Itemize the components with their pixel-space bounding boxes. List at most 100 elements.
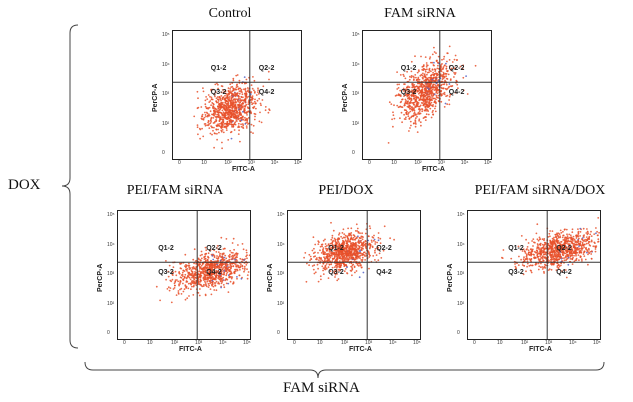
scatter-point [414,96,417,99]
scatter-point [338,232,341,235]
scatter-point [210,276,212,279]
scatter-point [552,263,555,266]
scatter-point [254,102,257,105]
scatter-point [233,272,236,275]
scatter-point [217,128,219,131]
scatter-point [434,80,437,83]
scatter-point [393,238,395,241]
scatter-point [421,66,424,68]
scatter-point [416,85,419,88]
scatter-point [237,106,240,109]
scatter-point [597,240,600,243]
scatter-point [314,243,317,246]
scatter-point [425,113,428,116]
scatter-point [403,75,405,77]
scatter-point [574,251,576,253]
scatter-point [199,276,202,279]
scatter-point [202,262,205,265]
scatter-point [414,55,416,58]
scatter-point [361,256,364,259]
scatter-point [316,257,318,259]
scatter-point [211,275,214,278]
scatter-point [432,113,434,116]
scatter-point [409,100,412,103]
scatter-point [567,243,569,245]
panel-3-x-tick: 0 [123,340,126,346]
scatter-point [241,82,244,85]
scatter-point [210,88,212,91]
scatter-point [220,122,222,125]
scatter-point [221,268,224,271]
scatter-point [369,243,372,246]
scatter-point [216,96,219,98]
scatter-point [222,124,224,127]
scatter-point [528,258,531,260]
scatter-point [426,86,429,88]
scatter-point [220,125,222,127]
scatter-point [231,262,233,265]
scatter-point [215,119,217,121]
scatter-point [267,111,270,114]
scatter-point [362,236,364,238]
scatter-point [567,245,570,247]
scatter-point [424,79,427,82]
scatter-point [405,109,408,112]
scatter-point [361,258,364,261]
scatter-point [246,87,249,89]
scatter-point [220,99,222,102]
scatter-point [220,286,222,289]
scatter-point [340,235,342,238]
scatter-point [343,249,345,251]
scatter-point [561,251,564,253]
scatter-point [343,262,345,265]
scatter-point [311,265,314,267]
scatter-point [207,120,210,122]
scatter-point [353,234,356,237]
scatter-point [179,279,182,282]
scatter-point [537,246,539,248]
scatter-point [347,238,350,240]
scatter-point [208,273,211,275]
scatter-point [541,238,544,241]
scatter-point [421,108,424,111]
scatter-point [428,82,431,85]
scatter-point [347,234,350,237]
panel-1-quadrant-label: Q2-2 [258,65,275,73]
scatter-point [205,259,207,262]
scatter-point [192,294,195,296]
scatter-point [565,228,568,231]
scatter-point [223,265,226,268]
scatter-point [232,282,234,285]
scatter-point [334,269,337,271]
scatter-point [555,257,558,259]
scatter-point [374,248,377,250]
scatter-point [228,119,231,122]
scatter-point [573,254,575,257]
scatter-point [335,259,338,262]
scatter-point [357,239,360,242]
scatter-point [565,251,568,253]
scatter-point [413,84,416,86]
scatter-point [585,240,587,243]
scatter-point [350,252,353,254]
scatter-point [562,246,565,249]
scatter-point [540,256,543,259]
panel-3-y-axis-label: PerCP-A [97,263,104,292]
scatter-point [436,96,439,99]
scatter-point [529,269,532,272]
scatter-point [330,238,333,241]
scatter-point [232,119,234,122]
scatter-point [574,259,577,262]
scatter-point [443,73,445,75]
scatter-point [239,257,242,260]
scatter-point [320,278,322,281]
scatter-point [200,264,203,267]
scatter-point [413,76,415,79]
scatter-point [566,235,569,237]
scatter-point [197,282,200,284]
scatter-point [345,247,347,250]
scatter-point [453,71,455,74]
scatter-point [251,87,254,90]
scatter-point [305,280,308,283]
scatter-point [596,230,598,233]
